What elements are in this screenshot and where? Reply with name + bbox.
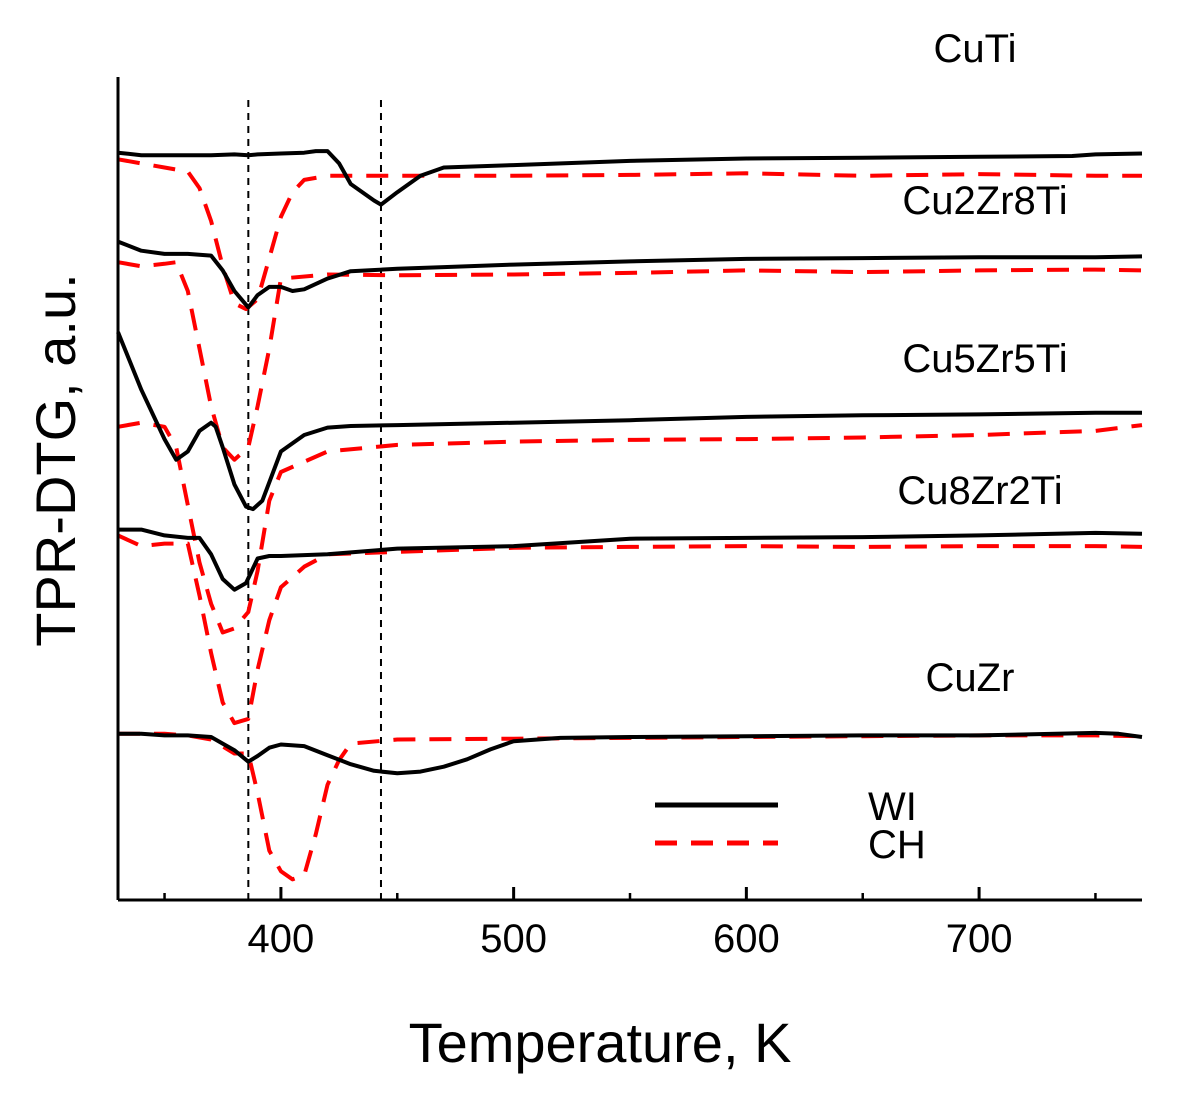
series-cuzr-ch	[118, 731, 1143, 882]
series-cu2zr8ti-ch	[117, 260, 1143, 462]
sample-labels: CuTi Cu2Zr8Ti Cu5Zr5Ti Cu8Zr2Ti CuZr	[897, 27, 1067, 700]
x-tick-label: 400	[248, 917, 315, 961]
legend-label-ch: CH	[868, 823, 926, 867]
sample-label-cuti: CuTi	[934, 27, 1017, 71]
x-ticks: 400 500 600 700	[163, 887, 1097, 961]
series-layer	[116, 149, 1143, 882]
series-cu5zr5ti-ch	[117, 420, 1143, 635]
series-cuti-ch	[117, 157, 1142, 312]
x-tick-label: 600	[713, 917, 780, 961]
series-cu8zr2ti-wi	[118, 527, 1143, 592]
series-cuti-wi	[117, 149, 1143, 207]
sample-label-cu5zr5ti: Cu5Zr5Ti	[902, 337, 1067, 381]
series-cu8zr2ti-ch	[117, 533, 1143, 726]
sample-label-cu2zr8ti: Cu2Zr8Ti	[902, 179, 1067, 223]
sample-label-cu8zr2ti: Cu8Zr2Ti	[897, 469, 1062, 513]
reference-lines	[247, 100, 382, 900]
sample-label-cuzr: CuZr	[926, 656, 1015, 700]
x-axis-title: Temperature, K	[409, 1011, 792, 1074]
legend-label-wi: WI	[868, 785, 917, 829]
series-cu5zr5ti-wi	[116, 331, 1142, 512]
x-tick-label: 700	[946, 917, 1013, 961]
series-cu2zr8ti-wi	[117, 239, 1143, 310]
series-cuzr-wi	[118, 730, 1143, 776]
x-tick-label: 500	[480, 917, 547, 961]
y-axis-title: TPR-DTG, a.u.	[24, 273, 87, 646]
